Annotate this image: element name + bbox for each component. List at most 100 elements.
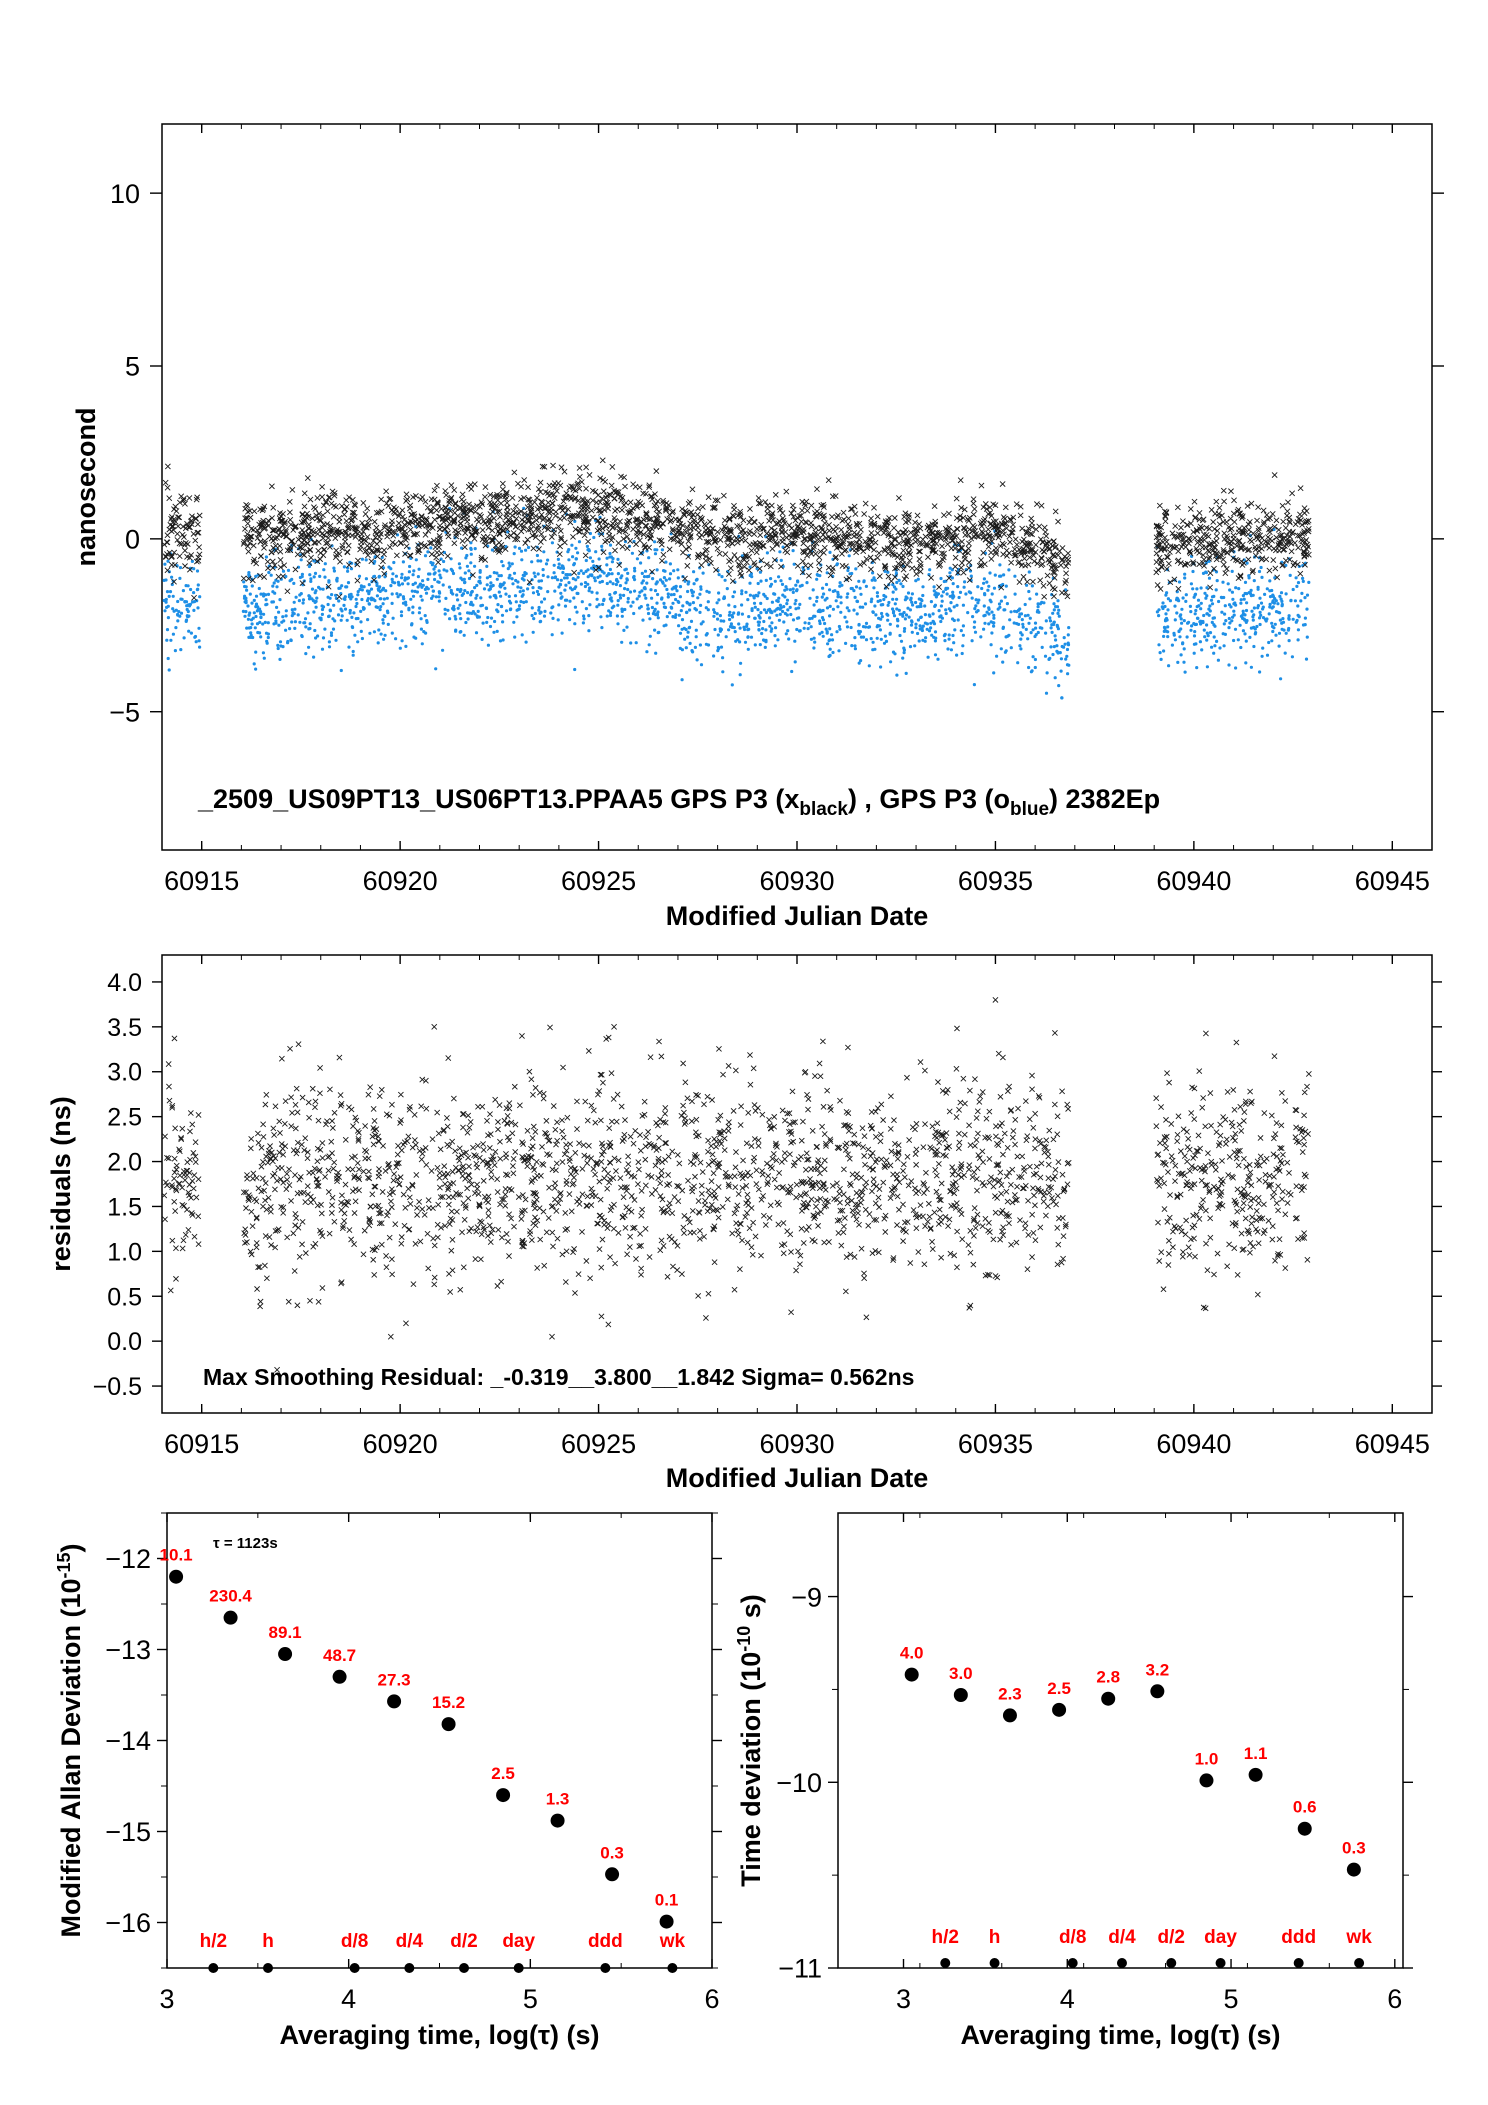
- black-x-point: [941, 512, 947, 519]
- blue-point: [250, 584, 254, 588]
- black-x-point: [1280, 518, 1287, 525]
- blue-point: [764, 628, 768, 632]
- blue-point: [438, 573, 442, 577]
- blue-point: [1289, 598, 1293, 602]
- black-x-point: [372, 528, 379, 535]
- blue-point: [425, 619, 429, 623]
- blue-point: [366, 618, 370, 622]
- blue-point: [647, 556, 651, 560]
- blue-point: [982, 577, 987, 581]
- black-x-point: [513, 509, 519, 516]
- blue-point: [875, 636, 879, 640]
- y-axis-title: nanosecond: [71, 407, 101, 566]
- blue-point: [401, 560, 405, 564]
- blue-point: [1203, 635, 1207, 639]
- blue-point: [571, 577, 575, 581]
- blue-point: [390, 601, 394, 606]
- blue-point: [437, 569, 441, 573]
- x-tick-label: 60935: [958, 1429, 1033, 1459]
- black-x-point: [434, 539, 441, 546]
- blue-point: [583, 581, 588, 585]
- blue-point: [434, 667, 438, 671]
- blue-point: [916, 618, 921, 622]
- blue-point: [775, 599, 779, 603]
- black-x-point: [301, 503, 308, 510]
- blue-point: [165, 638, 169, 642]
- blue-point: [1301, 576, 1305, 581]
- blue-point: [330, 544, 334, 548]
- blue-point: [1040, 645, 1044, 650]
- black-x-point: [341, 511, 348, 518]
- blue-point: [758, 616, 762, 620]
- blue-point: [947, 637, 951, 641]
- black-x-point: [583, 485, 589, 492]
- blue-point: [244, 585, 248, 589]
- blue-point: [1276, 602, 1280, 606]
- blue-point: [490, 548, 494, 552]
- blue-point: [531, 591, 536, 595]
- blue-point: [1002, 608, 1006, 612]
- blue-point: [849, 586, 853, 591]
- black-x-point: [399, 507, 406, 514]
- black-x-point: [548, 534, 555, 540]
- blue-point: [990, 592, 994, 596]
- blue-point: [246, 604, 250, 608]
- x-tick-label: 60915: [164, 1429, 239, 1459]
- blue-point: [793, 602, 797, 606]
- blue-point: [498, 582, 503, 586]
- black-x-point: [1156, 502, 1163, 509]
- blue-point: [588, 556, 593, 560]
- blue-point: [624, 581, 628, 585]
- blue-point: [1027, 665, 1031, 670]
- blue-point: [244, 610, 248, 614]
- blue-point: [837, 649, 841, 653]
- blue-point: [1234, 586, 1238, 590]
- blue-point: [1258, 596, 1262, 600]
- blue-point: [694, 578, 699, 582]
- black-x-point: [357, 543, 364, 550]
- black-x-point: [741, 563, 748, 570]
- black-x-point: [1228, 525, 1235, 532]
- blue-point: [1189, 582, 1193, 586]
- blue-point: [1009, 610, 1013, 614]
- blue-point: [294, 595, 298, 599]
- blue-point: [668, 577, 672, 581]
- black-x-point: [1245, 526, 1252, 533]
- blue-point: [976, 585, 980, 589]
- black-x-point: [180, 523, 187, 530]
- blue-point: [1202, 613, 1206, 618]
- black-x-point: [1237, 572, 1244, 579]
- black-x-point: [248, 525, 255, 532]
- blue-point: [1243, 613, 1247, 617]
- blue-point: [1033, 657, 1037, 662]
- blue-point: [1045, 671, 1049, 675]
- blue-point: [389, 567, 393, 571]
- black-x-point: [545, 523, 552, 530]
- black-x-point: [193, 558, 200, 565]
- blue-point: [1230, 619, 1234, 623]
- black-x-point: [936, 584, 942, 590]
- blue-point: [1268, 602, 1272, 607]
- blue-point: [660, 596, 664, 600]
- blue-point: [258, 631, 262, 635]
- blue-point: [834, 599, 838, 603]
- blue-point: [556, 557, 561, 562]
- blue-point: [656, 631, 660, 635]
- blue-point: [300, 634, 304, 638]
- black-x-point: [868, 515, 874, 522]
- black-x-point: [1272, 565, 1279, 572]
- blue-point: [310, 587, 315, 591]
- blue-point: [355, 601, 359, 606]
- black-x-point: [186, 554, 193, 561]
- blue-point: [418, 583, 422, 587]
- blue-point: [458, 566, 462, 570]
- blue-point: [466, 591, 470, 595]
- black-x-point: [1254, 517, 1260, 524]
- blue-point: [789, 612, 793, 617]
- blue-point: [499, 604, 503, 609]
- black-x-point: [860, 548, 867, 555]
- blue-point: [1183, 576, 1187, 580]
- blue-point: [1222, 622, 1226, 626]
- blue-point: [1033, 621, 1038, 625]
- blue-point: [961, 644, 965, 648]
